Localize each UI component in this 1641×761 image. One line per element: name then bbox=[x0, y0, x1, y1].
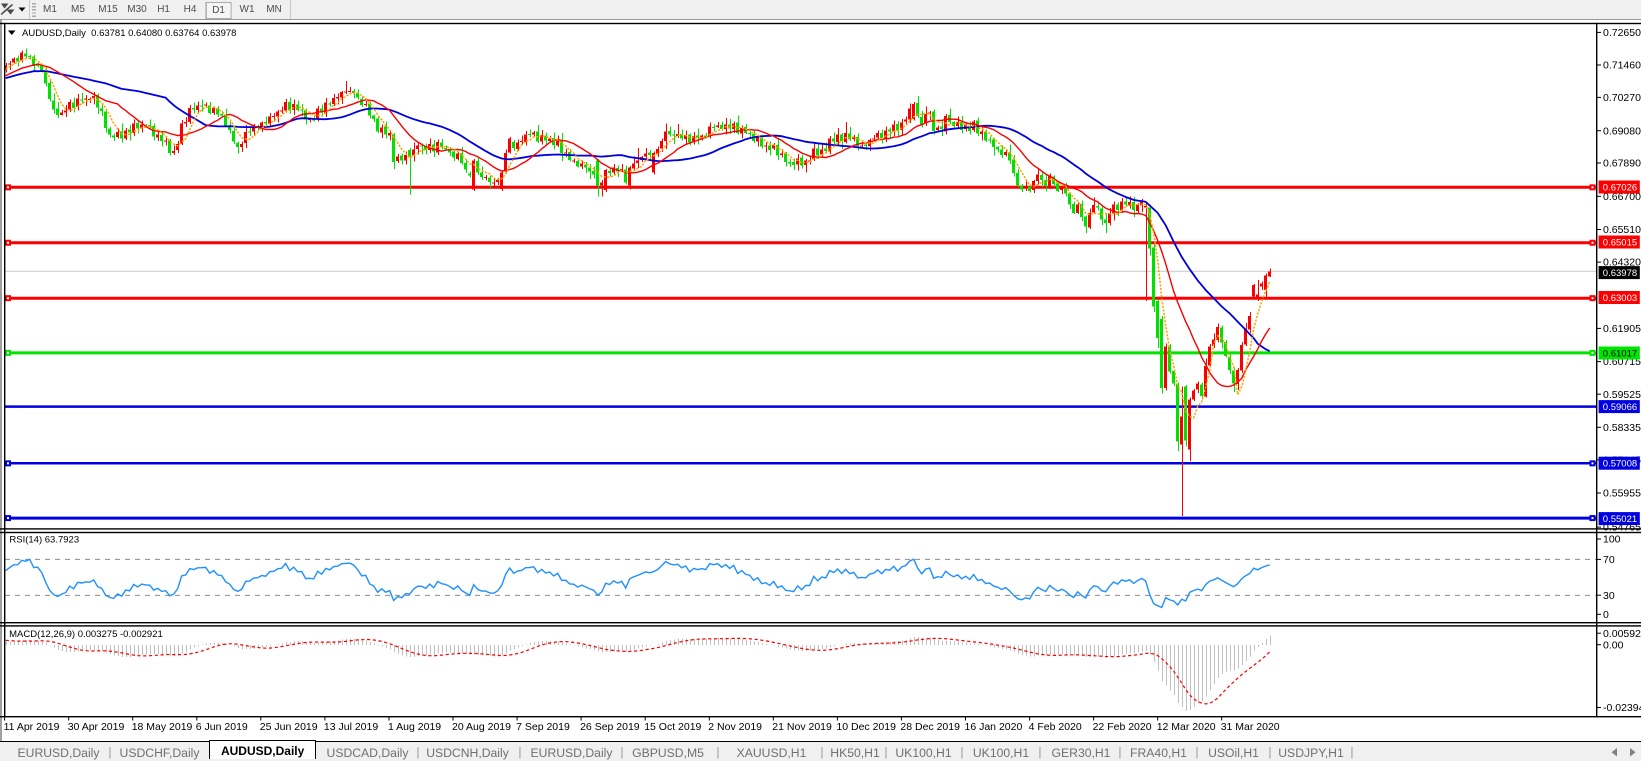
svg-text:0.65015: 0.65015 bbox=[1603, 237, 1637, 248]
svg-text:0.63003: 0.63003 bbox=[1603, 293, 1637, 304]
svg-text:16 Jan 2020: 16 Jan 2020 bbox=[965, 721, 1023, 733]
svg-text:0.57008: 0.57008 bbox=[1603, 459, 1637, 470]
svg-text:AUDUSD,Daily 0.63781 0.64080: AUDUSD,Daily 0.63781 0.64080 0.63764 0.6… bbox=[22, 28, 236, 39]
svg-text:0.66700: 0.66700 bbox=[1603, 191, 1641, 203]
svg-text:0.58335: 0.58335 bbox=[1603, 422, 1641, 434]
svg-text:0.63978: 0.63978 bbox=[1603, 268, 1637, 279]
svg-text:22 Feb 2020: 22 Feb 2020 bbox=[1093, 721, 1152, 733]
svg-text:7 Sep 2019: 7 Sep 2019 bbox=[516, 721, 570, 733]
svg-text:0.59525: 0.59525 bbox=[1603, 389, 1641, 401]
svg-text:10 Dec 2019: 10 Dec 2019 bbox=[836, 721, 896, 733]
svg-text:0.70270: 0.70270 bbox=[1603, 92, 1641, 104]
svg-text:RSI(14) 63.7923: RSI(14) 63.7923 bbox=[9, 535, 79, 546]
svg-text:0.55021: 0.55021 bbox=[1603, 514, 1637, 525]
svg-text:70: 70 bbox=[1603, 554, 1615, 566]
svg-text:26 Sep 2019: 26 Sep 2019 bbox=[580, 721, 640, 733]
svg-text:11 Apr 2019: 11 Apr 2019 bbox=[4, 721, 60, 733]
svg-text:-0.023944: -0.023944 bbox=[1603, 702, 1641, 714]
svg-text:6 Jun 2019: 6 Jun 2019 bbox=[196, 721, 248, 733]
svg-text:18 May 2019: 18 May 2019 bbox=[132, 721, 193, 733]
svg-text:4 Feb 2020: 4 Feb 2020 bbox=[1029, 721, 1082, 733]
svg-text:0.55955: 0.55955 bbox=[1603, 488, 1641, 500]
svg-text:30 Apr 2019: 30 Apr 2019 bbox=[68, 721, 125, 733]
svg-text:13 Jul 2019: 13 Jul 2019 bbox=[324, 721, 378, 733]
svg-text:0: 0 bbox=[1603, 609, 1609, 621]
svg-text:0.61017: 0.61017 bbox=[1603, 348, 1637, 359]
svg-text:25 Jun 2019: 25 Jun 2019 bbox=[260, 721, 318, 733]
svg-text:0.64320: 0.64320 bbox=[1603, 257, 1641, 269]
svg-text:0.71460: 0.71460 bbox=[1603, 60, 1641, 72]
svg-text:0.59066: 0.59066 bbox=[1603, 402, 1637, 413]
svg-text:0.72650: 0.72650 bbox=[1603, 27, 1641, 39]
svg-text:100: 100 bbox=[1603, 534, 1621, 546]
svg-text:2 Nov 2019: 2 Nov 2019 bbox=[708, 721, 762, 733]
svg-text:0.67026: 0.67026 bbox=[1603, 182, 1637, 193]
svg-text:0.67890: 0.67890 bbox=[1603, 158, 1641, 170]
svg-text:30: 30 bbox=[1603, 590, 1615, 602]
svg-text:21 Nov 2019: 21 Nov 2019 bbox=[772, 721, 832, 733]
svg-text:0.005923: 0.005923 bbox=[1603, 628, 1641, 640]
svg-text:28 Dec 2019: 28 Dec 2019 bbox=[900, 721, 960, 733]
svg-text:15 Oct 2019: 15 Oct 2019 bbox=[644, 721, 701, 733]
svg-text:MACD(12,26,9) 0.003275 -0.0029: MACD(12,26,9) 0.003275 -0.002921 bbox=[9, 629, 163, 640]
svg-text:0.00: 0.00 bbox=[1603, 639, 1624, 651]
svg-text:31 Mar 2020: 31 Mar 2020 bbox=[1221, 721, 1280, 733]
svg-text:12 Mar 2020: 12 Mar 2020 bbox=[1157, 721, 1216, 733]
svg-text:1 Aug 2019: 1 Aug 2019 bbox=[388, 721, 441, 733]
svg-text:0.69080: 0.69080 bbox=[1603, 125, 1641, 137]
svg-text:0.65510: 0.65510 bbox=[1603, 224, 1641, 236]
svg-text:20 Aug 2019: 20 Aug 2019 bbox=[452, 721, 511, 733]
svg-text:0.61905: 0.61905 bbox=[1603, 323, 1641, 335]
